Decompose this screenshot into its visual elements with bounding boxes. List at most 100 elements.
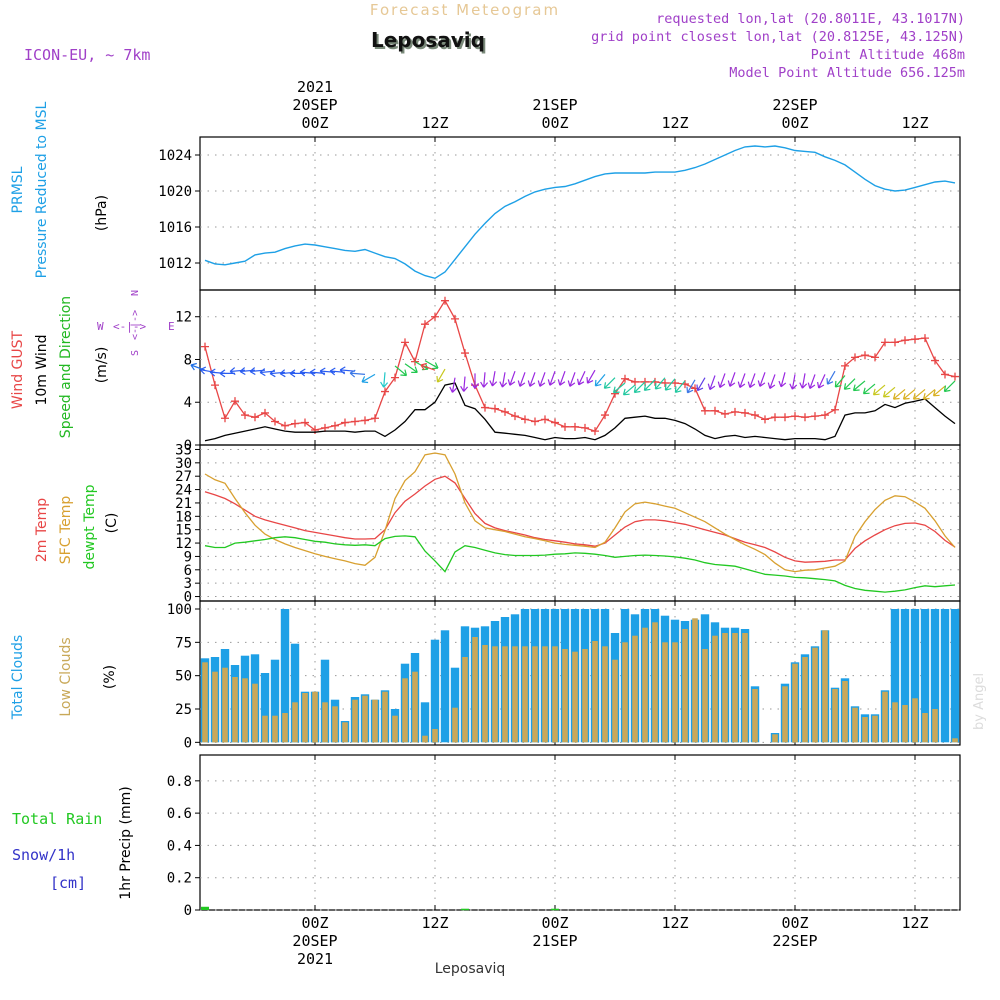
low-cloud-bar [532, 646, 538, 743]
temperature-ytick-label: 21 [175, 496, 192, 512]
wind-direction-arrow [737, 373, 746, 388]
bottom-time-label: 12Z [901, 914, 928, 932]
low-cloud-bar [912, 698, 918, 743]
wind-direction-arrow [537, 372, 546, 387]
wind-direction-arrow [799, 373, 808, 389]
wind-label-dir: Speed and Direction [58, 296, 74, 438]
gust-point [351, 417, 359, 426]
gust-point [341, 418, 349, 427]
low-cloud-bar [412, 671, 418, 743]
wind-direction-arrow [674, 380, 686, 393]
wind-direction-arrow [622, 384, 636, 396]
gust-point [711, 406, 719, 415]
gust-point [781, 413, 789, 422]
total-cloud-bar [940, 609, 950, 743]
temperature-ytick-label: 0 [184, 590, 192, 606]
pressure-label-prmsl: PRMSL [10, 166, 26, 213]
low-cloud-bar [332, 706, 338, 743]
gust-point [751, 411, 759, 420]
wind-direction-arrow [807, 374, 816, 389]
top-time-label: 12Z [901, 114, 928, 132]
low-cloud-bar [282, 713, 288, 743]
gust-point [401, 338, 409, 347]
total-cloud-bar [450, 667, 460, 743]
bottom-date-label: 21SEP [532, 932, 577, 950]
wind-direction-arrow [852, 380, 866, 392]
panel-precip: 0 0.2 0.4 0.6 0.8 [167, 754, 961, 919]
wind-direction-arrow [480, 372, 489, 388]
precip-frame [199, 754, 961, 911]
low-cloud-bar [352, 699, 358, 743]
low-cloud-bar [512, 646, 518, 743]
low-cloud-bar [542, 646, 548, 743]
total-cloud-bar [430, 639, 440, 743]
temp-label-unit: (C) [104, 513, 120, 534]
low-cloud-bar [212, 671, 218, 743]
low-cloud-bar [702, 649, 708, 743]
top-date-label: 20SEP [292, 96, 337, 114]
compass-south: S [130, 350, 141, 356]
temperature-ytick-label: 27 [175, 469, 192, 485]
gust-point [361, 416, 369, 425]
gust-point [301, 418, 309, 427]
wind-direction-arrow [902, 388, 916, 400]
panels: 1012101610201024048120369121518212427303… [158, 136, 961, 919]
low-cloud-bar [772, 734, 778, 743]
low-cloud-bar [572, 651, 578, 743]
bottom-time-label: 00Z [301, 914, 328, 932]
low-cloud-bar [692, 618, 698, 743]
low-cloud-bar [672, 642, 678, 743]
wind-direction-arrow [817, 374, 826, 389]
total-cloud-bar [900, 609, 910, 743]
wind-direction-arrow [229, 367, 246, 376]
bottom-location: Leposaviq [435, 961, 506, 977]
low-cloud-bar [552, 646, 558, 743]
cloud-label-unit: (%) [102, 665, 118, 689]
bottom-date-label: 20SEP [292, 932, 337, 950]
low-cloud-bar [232, 677, 238, 743]
gust-point [261, 408, 269, 417]
low-cloud-bar [242, 678, 248, 743]
wind-direction-arrow [603, 377, 616, 389]
gust-point [851, 353, 859, 362]
low-cloud-bar [842, 681, 848, 743]
temp-label-sfc: SFC Temp [58, 496, 74, 565]
temp-label-dewpt: dewpt Temp [82, 484, 98, 569]
wind-direction-arrow [843, 378, 856, 390]
temperature-ytick-label: 15 [175, 523, 192, 539]
low-cloud-bar [662, 642, 668, 743]
wind-direction-arrow [380, 372, 389, 388]
low-cloud-bar [422, 735, 428, 743]
gust-point [571, 422, 579, 431]
location-title-front: Leposaviq [371, 28, 485, 52]
gust-point [201, 342, 209, 351]
gust-point [251, 413, 259, 422]
gust-point [421, 320, 429, 329]
pressure-line [204, 145, 956, 280]
low-cloud-bar [452, 707, 458, 743]
wind-direction-arrow [527, 372, 536, 387]
low-cloud-bar [922, 713, 928, 743]
low-cloud-bar [202, 662, 208, 743]
gust-point [841, 361, 849, 370]
gust-point [731, 407, 739, 416]
compass-ew-arrow: <-|-> [113, 320, 146, 333]
low-cloud-bar [872, 715, 878, 743]
clouds-frame [199, 600, 961, 746]
wind-direction-arrow [190, 362, 206, 371]
gust-point [911, 335, 919, 344]
temperature-ytick-label: 12 [175, 536, 192, 552]
gust-point [671, 379, 679, 387]
low-cloud-bar [832, 689, 838, 743]
temp-label-2m: 2m Temp [34, 498, 50, 562]
panel-clouds: 0 25 50 75 100 [167, 600, 961, 751]
gust-point [271, 417, 279, 426]
gust-point [431, 312, 439, 321]
wind-speed-line [204, 382, 956, 442]
gust-point [371, 414, 379, 423]
wind-direction-arrow [349, 369, 366, 378]
pressure-ytick-label: 1012 [158, 256, 192, 272]
wind-direction-arrow [567, 372, 576, 387]
gust-point [831, 405, 839, 414]
